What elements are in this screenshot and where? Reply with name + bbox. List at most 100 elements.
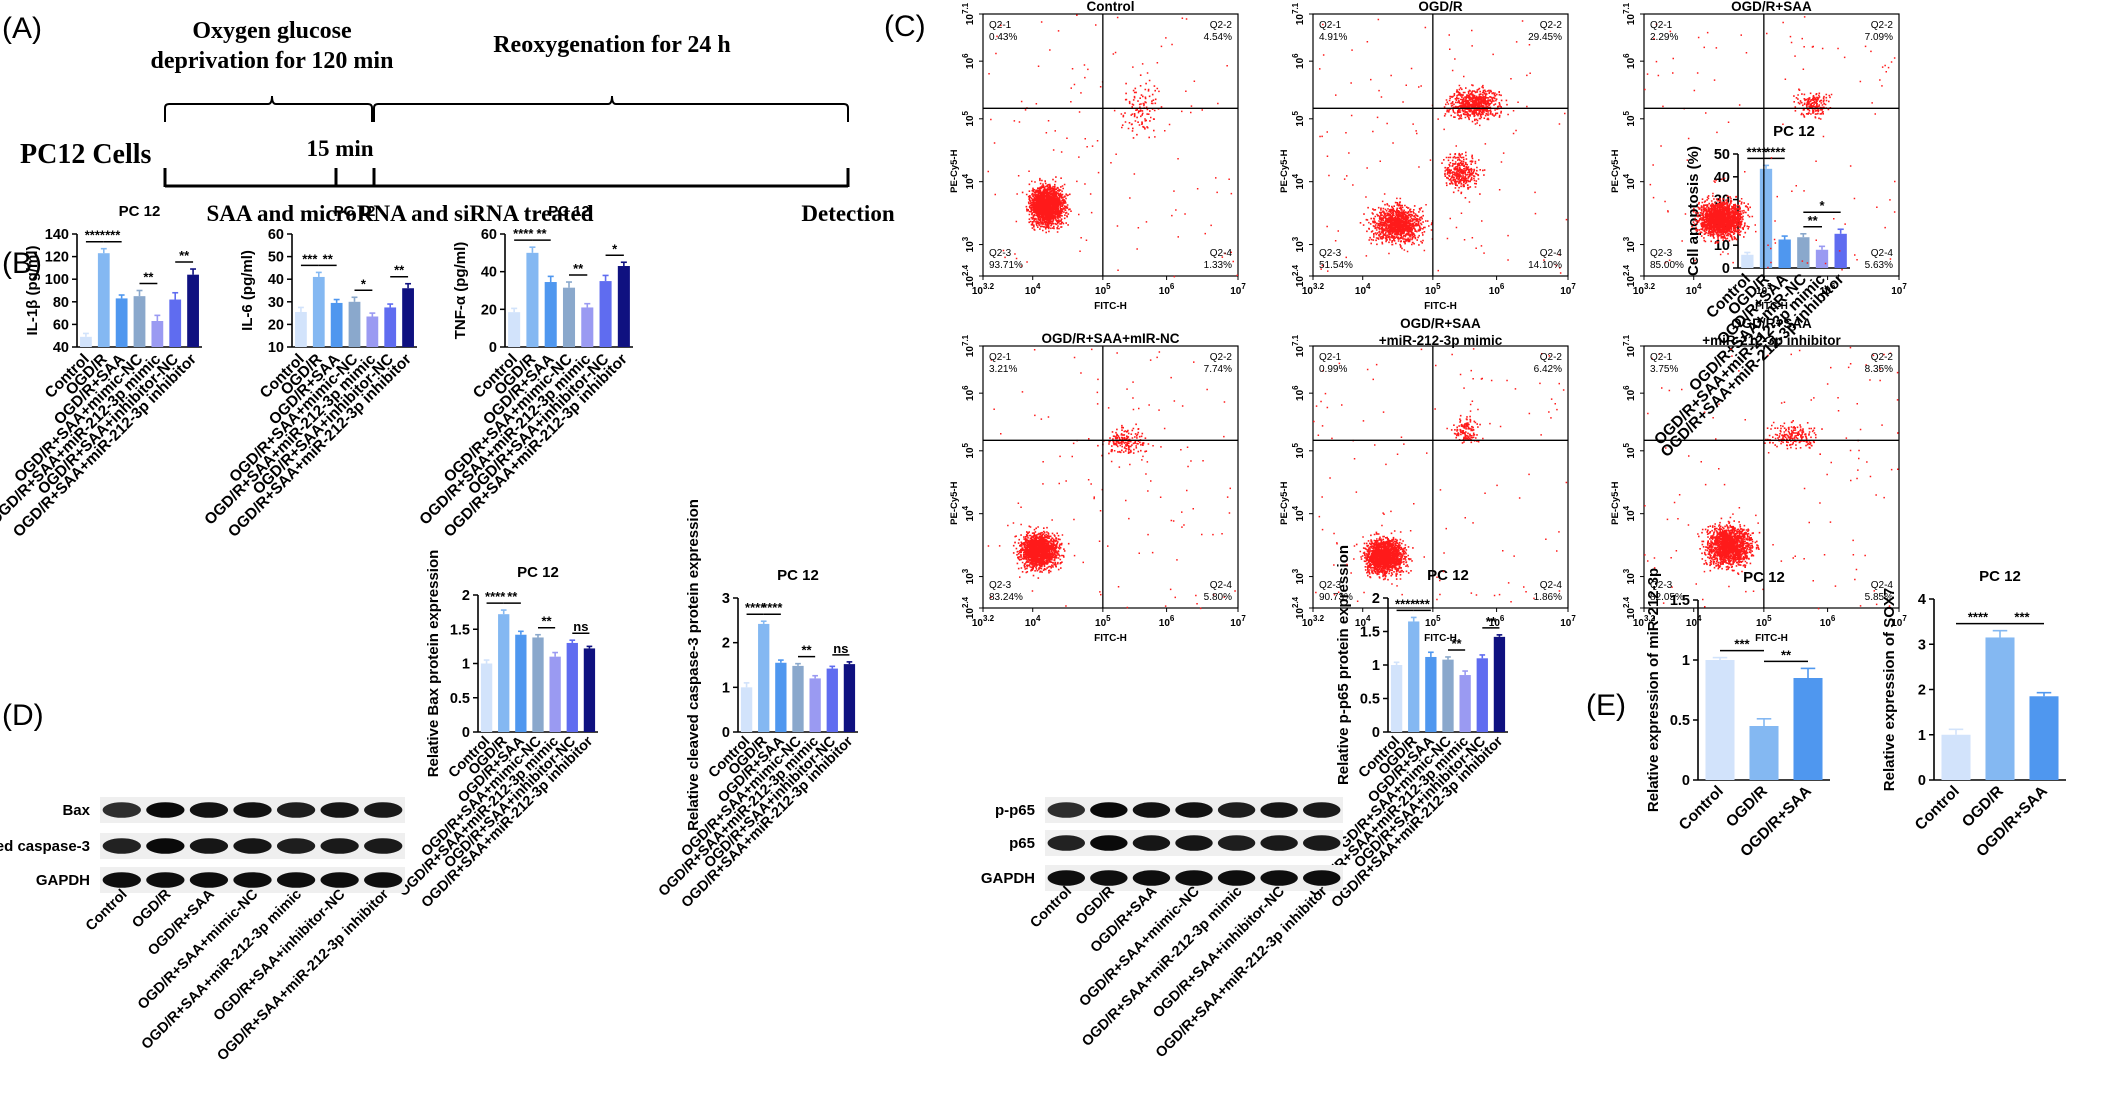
- y-tick-label: 0: [722, 725, 730, 741]
- significance-label: ****: [85, 228, 106, 243]
- flow-plot-title: OGD/R: [1418, 0, 1463, 14]
- flow-y-tick-label: 104: [1622, 505, 1637, 521]
- blot-row-label: p65: [1009, 835, 1035, 852]
- quadrant-percent: 4.54%: [1204, 32, 1232, 43]
- quadrant-name: Q2-4: [1210, 580, 1233, 591]
- flow-plot-subtitle: +miR-212-3p mimic: [1379, 333, 1503, 348]
- y-tick-label: 50: [268, 250, 284, 266]
- y-axis-label: Relative expression of miR-212-3p: [1645, 568, 1662, 812]
- flow-y-axis-label: PE-Cy5-H: [949, 481, 960, 524]
- flow-y-tick-label: 106: [961, 385, 976, 401]
- flow-y-tick-label: 106: [1622, 53, 1637, 69]
- flow-cytometry-plots: ControlQ2-10.43%Q2-24.54%Q2-393.71%Q2-41…: [949, 0, 1907, 644]
- flow-y-tick-label: 105: [1291, 110, 1306, 126]
- bar: [1793, 678, 1823, 780]
- blot-band: [1090, 870, 1128, 886]
- blot-row-label: GAPDH: [36, 872, 90, 889]
- bar: [115, 298, 128, 347]
- bar: [1476, 658, 1488, 732]
- y-tick-label: 1: [462, 657, 470, 673]
- chart-title: PC 12: [1427, 567, 1469, 584]
- flow-y-tick-label: 107.1: [1622, 2, 1637, 25]
- blot-band: [1302, 870, 1341, 886]
- flow-x-tick-label: 105: [1095, 282, 1111, 297]
- y-tick-label: 1.5: [450, 622, 470, 638]
- quadrant-name: Q2-1: [989, 20, 1012, 31]
- blot-band: [1132, 802, 1171, 818]
- flow-y-tick-label: 105: [1622, 442, 1637, 458]
- flow-y-tick-label: 102.4: [1622, 596, 1637, 619]
- blot-band: [1090, 802, 1128, 818]
- y-tick-label: 3: [722, 591, 730, 607]
- quadrant-percent: 7.74%: [1204, 364, 1232, 375]
- flow-y-axis-label: PE-Cy5-H: [1279, 481, 1290, 524]
- reox-brace: [373, 95, 849, 122]
- flow-x-axis-label: FITC-H: [1424, 301, 1457, 312]
- blot-band: [1047, 835, 1086, 851]
- flow-plot-frame: [1312, 13, 1569, 277]
- significance-label: ***: [302, 251, 318, 266]
- quadrant-name: Q2-2: [1210, 20, 1233, 31]
- significance-label: **: [507, 589, 518, 604]
- quadrant-name: Q2-1: [1650, 352, 1673, 363]
- bar: [617, 266, 630, 347]
- bar: [1705, 660, 1735, 780]
- blot-band: [1047, 870, 1086, 886]
- ogd-label-line1: Oxygen glucose: [192, 18, 352, 44]
- significance-label: ***: [2014, 610, 2030, 625]
- flow-x-axis-label: FITC-H: [1755, 301, 1788, 312]
- y-tick-label: 100: [45, 272, 69, 288]
- quadrant-percent: 5.85%: [1865, 592, 1893, 603]
- blot-band: [189, 838, 229, 854]
- quadrant-percent: 0.43%: [989, 32, 1017, 43]
- bar: [1749, 726, 1779, 780]
- bar: [1741, 254, 1754, 268]
- bar: [498, 614, 510, 732]
- bar: [133, 296, 146, 347]
- quadrant-percent: 1.86%: [1534, 592, 1562, 603]
- chart-title: PC 12: [517, 564, 559, 581]
- flow-plot-frame: [982, 345, 1239, 609]
- significance-label: **: [537, 226, 548, 241]
- bar: [1493, 636, 1506, 732]
- blot-row-label: p-p65: [995, 802, 1035, 819]
- flow-y-tick-label: 104: [1291, 173, 1306, 189]
- quadrant-percent: 4.91%: [1319, 32, 1347, 43]
- bar: [758, 623, 770, 732]
- flow-y-tick-label: 105: [961, 110, 976, 126]
- quadrant-name: Q2-4: [1210, 248, 1233, 259]
- y-tick-label: 2: [462, 588, 470, 604]
- quadrant-percent: 93.71%: [989, 260, 1023, 271]
- y-tick-label: 2: [1918, 683, 1926, 699]
- timeline-diagram: Oxygen glucose deprivation for 120 min R…: [20, 18, 895, 226]
- significance-label: ****: [513, 226, 534, 241]
- quadrant-percent: 3.21%: [989, 364, 1017, 375]
- flow-events: [987, 14, 1238, 278]
- bar: [826, 668, 838, 732]
- flow-x-axis-label: FITC-H: [1094, 301, 1127, 312]
- y-tick-label: 0: [489, 340, 497, 356]
- quadrant-percent: 3.75%: [1650, 364, 1678, 375]
- flow-x-tick-label: 107: [1891, 282, 1907, 297]
- bar: [1408, 621, 1420, 732]
- y-tick-label: 120: [45, 250, 69, 266]
- y-tick-label: 40: [268, 272, 284, 288]
- blot-band: [146, 838, 185, 854]
- significance-label: **: [394, 263, 405, 278]
- flow-x-tick-label: 107: [1230, 614, 1246, 629]
- panel-label-c: (C): [884, 10, 926, 43]
- blot-band: [1260, 870, 1298, 886]
- y-tick-label: 0: [1722, 261, 1730, 277]
- bar: [312, 276, 325, 347]
- flow-y-tick-label: 103: [1622, 568, 1637, 584]
- significance-label: *: [1819, 198, 1825, 213]
- flow-events: [1644, 346, 1899, 610]
- quadrant-percent: 1.33%: [1204, 260, 1232, 271]
- flow-plot: ControlQ2-10.43%Q2-24.54%Q2-393.71%Q2-41…: [949, 0, 1246, 312]
- y-tick-label: 3: [1918, 637, 1926, 653]
- flow-y-tick-label: 104: [961, 505, 976, 521]
- quadrant-percent: 5.80%: [1204, 592, 1232, 603]
- bar: [515, 634, 527, 732]
